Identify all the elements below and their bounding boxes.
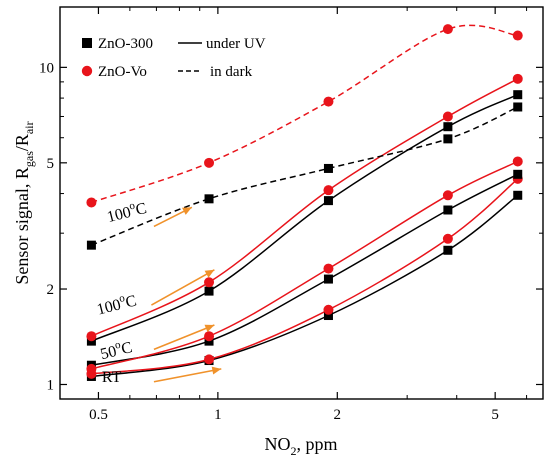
temperature-label: 100oC bbox=[105, 197, 149, 226]
data-point-square bbox=[443, 245, 453, 255]
temperature-label: RT bbox=[102, 369, 122, 386]
data-point-square bbox=[443, 134, 453, 144]
data-point-circle bbox=[204, 277, 215, 288]
data-point-square bbox=[443, 122, 453, 132]
temperature-labels: 100oC 100oC 50oC RT bbox=[95, 197, 149, 386]
series-line bbox=[91, 94, 519, 342]
data-point-circle bbox=[86, 331, 97, 342]
y-tick-label: 5 bbox=[47, 156, 55, 172]
data-point-circle bbox=[323, 304, 334, 315]
arrow-shaft bbox=[153, 368, 222, 383]
data-point-square bbox=[443, 205, 453, 215]
x-tick-label: 2 bbox=[334, 407, 342, 423]
data-point-circle bbox=[323, 263, 334, 274]
y-axis-label: Sensor signal, Rgas/Rair bbox=[12, 121, 36, 284]
arrow-shaft bbox=[153, 324, 215, 351]
data-point-square bbox=[323, 274, 333, 284]
data-point-circle bbox=[442, 24, 453, 35]
arrow-head bbox=[204, 324, 215, 333]
data-point-square bbox=[86, 240, 96, 250]
series-line bbox=[91, 106, 519, 246]
legend: ZnO-300 under UV ZnO-Vo in dark bbox=[81, 36, 266, 80]
axes: 0.5 1 2 5 1 2 5 10 bbox=[39, 6, 544, 423]
legend-label-under-uv: under UV bbox=[206, 36, 266, 52]
data-point-circle bbox=[204, 331, 215, 342]
data-point-circle bbox=[323, 185, 334, 196]
x-tick-label: 5 bbox=[491, 407, 499, 423]
data-point-square bbox=[204, 286, 214, 296]
x-axis-label: NO2, ppm bbox=[264, 434, 337, 458]
data-point-square bbox=[513, 190, 523, 200]
data-point-square bbox=[323, 196, 333, 206]
arrow-shaft bbox=[151, 269, 215, 306]
data-point-circle bbox=[512, 30, 523, 41]
data-point-circle bbox=[512, 156, 523, 167]
y-tick-label: 2 bbox=[47, 282, 55, 298]
data-point-circle bbox=[204, 354, 215, 365]
arrow-head bbox=[204, 269, 215, 278]
data-point-circle bbox=[442, 233, 453, 244]
legend-label-zno300: ZnO-300 bbox=[98, 36, 153, 52]
series-line bbox=[91, 160, 519, 370]
legend-label-in-dark: in dark bbox=[210, 64, 253, 80]
plot-frame bbox=[59, 6, 544, 400]
legend-marker-zno300 bbox=[82, 38, 92, 48]
data-point-square bbox=[323, 163, 333, 173]
arrow-head bbox=[211, 366, 222, 375]
legend-marker-znovo bbox=[81, 65, 93, 77]
legend-label-znovo: ZnO-Vo bbox=[98, 64, 147, 80]
data-point-circle bbox=[86, 197, 97, 208]
x-tick-label: 0.5 bbox=[89, 407, 108, 423]
data-point-circle bbox=[204, 157, 215, 168]
data-point-circle bbox=[442, 190, 453, 201]
data-point-circle bbox=[86, 363, 97, 374]
series-line bbox=[91, 78, 519, 337]
arrow-head bbox=[182, 207, 192, 215]
x-axis-ticks: 0.5 1 2 5 bbox=[89, 7, 528, 423]
data-point-circle bbox=[442, 111, 453, 122]
y-axis-ticks: 1 2 5 10 bbox=[39, 60, 543, 393]
x-tick-label: 1 bbox=[214, 407, 222, 423]
data-point-square bbox=[513, 102, 523, 112]
series-line bbox=[91, 173, 519, 366]
data-point-square bbox=[513, 90, 523, 100]
data-point-circle bbox=[512, 73, 523, 84]
series-line bbox=[91, 24, 518, 204]
series-layer bbox=[86, 24, 523, 381]
data-point-circle bbox=[323, 96, 334, 107]
annotation-arrows bbox=[151, 206, 222, 383]
data-point-square bbox=[513, 169, 523, 179]
y-tick-label: 10 bbox=[39, 60, 54, 76]
data-point-square bbox=[323, 311, 333, 321]
temperature-label: 50oC bbox=[98, 336, 134, 363]
y-tick-label: 1 bbox=[47, 377, 55, 393]
temperature-label: 100oC bbox=[95, 289, 139, 318]
data-point-square bbox=[204, 194, 214, 204]
